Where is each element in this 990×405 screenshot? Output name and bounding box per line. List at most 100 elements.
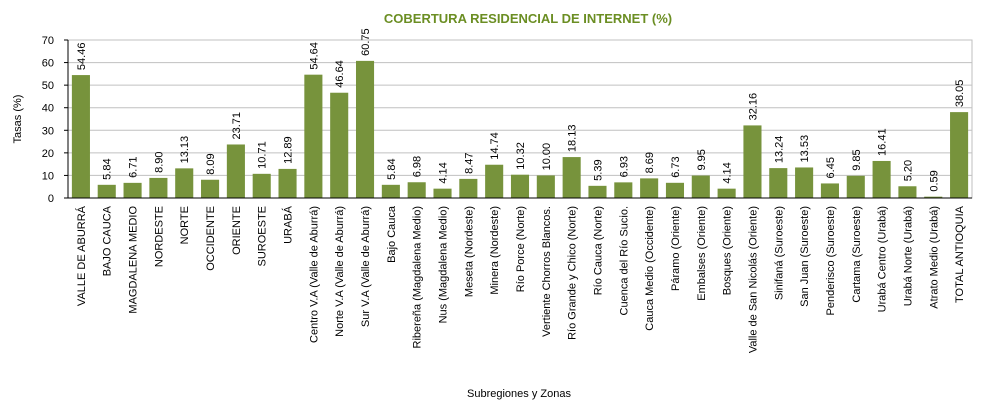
data-label: 8.09 <box>205 153 217 174</box>
y-tick-label: 50 <box>42 80 54 92</box>
data-label: 12.89 <box>283 136 295 164</box>
data-label: 54.46 <box>76 43 88 71</box>
category-label: San Juan (Suroeste) <box>799 206 811 307</box>
bar <box>459 178 478 198</box>
data-label: 5.39 <box>592 159 604 180</box>
category-label: Río Grande y Chico (Norte) <box>567 206 579 340</box>
bar <box>97 184 116 198</box>
category-label: Norte V.A (Valle de Aburrá) <box>334 206 346 337</box>
bar <box>381 184 400 198</box>
bar <box>950 112 969 198</box>
category-label: NORDESTE <box>153 206 165 267</box>
bar <box>278 168 297 198</box>
data-label: 10.00 <box>541 143 553 171</box>
data-label: 60.75 <box>360 28 372 56</box>
data-label: 6.93 <box>618 156 630 177</box>
data-label: 10.71 <box>257 141 269 169</box>
data-label: 54.64 <box>308 42 320 70</box>
category-label: Centro V.A (Valle de Aburrá) <box>308 206 320 343</box>
category-label: TOTAL ANTIOQUIA <box>954 205 966 303</box>
y-tick-label: 10 <box>42 170 54 182</box>
gridlines <box>68 39 972 176</box>
category-label: Cauca Medio (Occidente) <box>644 206 656 331</box>
bar <box>640 178 659 198</box>
category-label: Valle de San Nicolás (Oriente) <box>747 206 759 353</box>
category-label: Embalses (Oriente) <box>696 206 708 301</box>
category-label: Penderisco (Suroeste) <box>825 206 837 315</box>
data-label: 6.73 <box>670 156 682 177</box>
bar <box>252 173 271 198</box>
bar <box>407 182 426 198</box>
category-label: Cuenca del Río Sucio. <box>618 206 630 315</box>
y-axis-ticks: 0 10 20 30 40 50 60 70 <box>42 35 68 205</box>
data-label: 9.85 <box>851 149 863 170</box>
bar <box>872 160 891 198</box>
category-labels: VALLE DE ABURRÁ BAJO CAUCA MAGDALENA MEDIO… <box>75 205 966 353</box>
data-label: 5.84 <box>386 158 398 179</box>
data-label: 13.13 <box>179 136 191 164</box>
category-label: SUROESTE <box>257 206 269 267</box>
x-axis-label: Subregiones y Zonas <box>467 388 571 400</box>
category-label: Nus (Magdalena Medio) <box>438 206 450 323</box>
bar <box>769 168 788 198</box>
plot-area <box>67 39 973 199</box>
data-label: 32.16 <box>747 93 759 121</box>
value-labels: 54.46 5.84 6.71 8.90 13.13 8.09 23.71 10.71 12.8… <box>76 28 966 191</box>
data-label: 16.41 <box>877 128 889 156</box>
category-label: Bosques (Oriente) <box>722 206 734 295</box>
data-label: 8.90 <box>153 151 165 172</box>
category-label: Bajo Cauca <box>386 205 398 263</box>
chart-title: COBERTURA RESIDENCIAL DE INTERNET (%) <box>384 11 672 26</box>
data-label: 4.14 <box>722 162 734 183</box>
bar <box>175 168 194 198</box>
y-tick-label: 70 <box>42 35 54 47</box>
category-label: Sinifaná (Suroeste) <box>773 206 785 300</box>
category-label: BAJO CAUCA <box>102 205 114 276</box>
category-label: ORIENTE <box>231 206 243 255</box>
bar <box>795 167 814 198</box>
bar <box>820 183 839 198</box>
data-label: 38.05 <box>954 80 966 108</box>
data-label: 0.59 <box>928 170 940 191</box>
category-label: Páramo (Oriente) <box>670 206 682 291</box>
data-label: 6.71 <box>128 156 140 177</box>
category-label: NORTE <box>179 206 191 244</box>
data-label: 13.24 <box>773 136 785 164</box>
category-label: MAGDALENA MEDIO <box>128 206 140 314</box>
category-label: Ribereña (Magdalena Medio) <box>412 206 424 348</box>
y-tick-label: 20 <box>42 148 54 160</box>
y-tick-label: 30 <box>42 125 54 137</box>
bar <box>743 125 762 198</box>
bar <box>330 92 349 198</box>
data-label: 5.84 <box>102 158 114 179</box>
category-label: Sur V.A (Valle de Aburrá) <box>360 206 372 327</box>
y-axis-label: Tasas (%) <box>12 95 24 144</box>
category-label: Río Cauca (Norte) <box>592 206 604 295</box>
category-label: Meseta (Nordeste) <box>463 206 475 297</box>
data-label: 10.32 <box>515 142 527 170</box>
category-label: Río Porce (Norte) <box>515 206 527 292</box>
bar <box>123 182 142 198</box>
data-label: 14.74 <box>489 132 501 160</box>
data-label: 13.53 <box>799 135 811 163</box>
data-label: 9.95 <box>696 149 708 170</box>
data-label: 23.71 <box>231 112 243 140</box>
category-label: VALLE DE ABURRÁ <box>75 205 88 306</box>
bar <box>562 157 581 198</box>
category-label: Urabá Centro (Urabá) <box>877 206 889 312</box>
bar <box>71 75 90 198</box>
bar <box>846 175 865 198</box>
category-label: Vertiente Chorros Blancos. <box>541 206 553 337</box>
bars <box>71 60 969 198</box>
bar <box>924 196 943 198</box>
category-label: OCCIDENTE <box>205 206 217 271</box>
y-tick-label: 40 <box>42 103 54 115</box>
category-label: Cartama (Suroeste) <box>851 206 863 303</box>
bar <box>588 185 607 198</box>
bar <box>355 60 375 198</box>
bar <box>665 182 685 198</box>
bar <box>149 177 168 198</box>
category-label: URABÁ <box>282 205 295 244</box>
bar <box>691 175 710 198</box>
